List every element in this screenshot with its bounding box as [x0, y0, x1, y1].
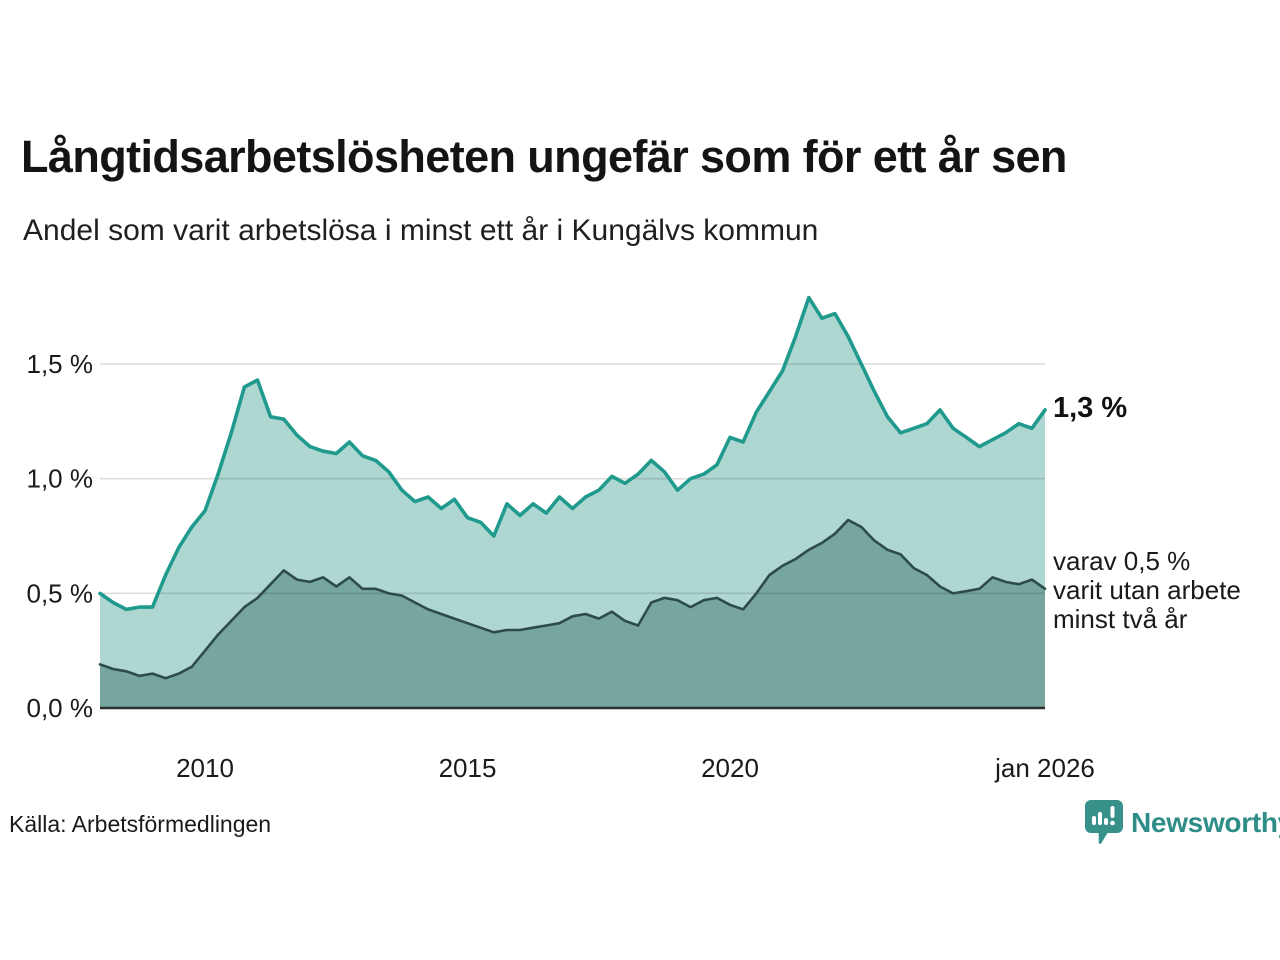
- chart-subtitle: Andel som varit arbetslösa i minst ett å…: [23, 214, 819, 247]
- x-tick-label: jan 2026: [994, 753, 1095, 783]
- series-line-two-years: [98, 518, 1047, 680]
- chart-title: Långtidsarbetslösheten ungefär som för e…: [21, 131, 1067, 182]
- annotation-line: minst två år: [1053, 604, 1188, 634]
- y-tick-label: 0,5 %: [27, 578, 94, 608]
- annotation-line: varit utan arbete: [1053, 575, 1241, 605]
- x-tick-label: 2020: [701, 753, 759, 783]
- y-tick-label: 1,5 %: [27, 349, 94, 379]
- newsworthy-wordmark: Newsworthy: [1131, 806, 1280, 838]
- annotation-line: varav 0,5 %: [1053, 546, 1191, 576]
- y-tick-label: 1,0 %: [27, 464, 94, 494]
- latest-value-label: 1,3 %: [1053, 392, 1128, 424]
- x-tick-label: 2010: [176, 753, 234, 783]
- series-line-one-year: [98, 295, 1047, 612]
- y-tick-label: 0,0 %: [27, 693, 94, 723]
- series-area-two-years: [100, 520, 1045, 708]
- newsworthy-icon: [1085, 800, 1123, 844]
- source-note: Källa: Arbetsförmedlingen: [9, 811, 272, 837]
- newsworthy-logo: Newsworthy: [1084, 799, 1280, 846]
- two-year-series-annotation: varav 0,5 % varit utan arbete minst två …: [1053, 547, 1241, 634]
- x-tick-label: 2015: [439, 753, 497, 783]
